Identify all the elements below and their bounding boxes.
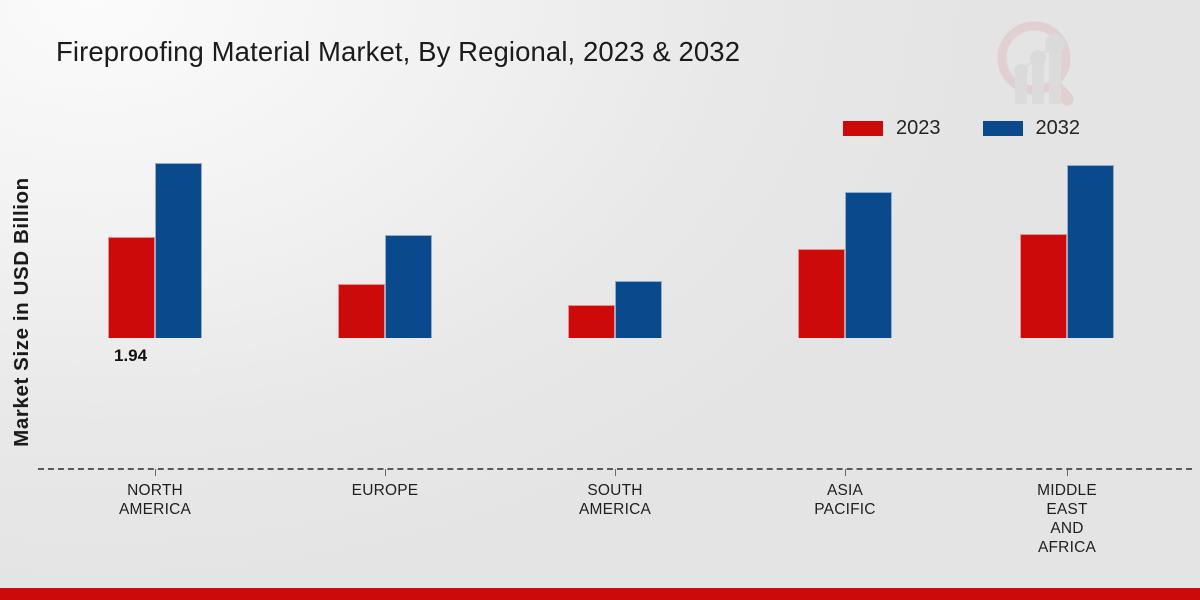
- x-axis-category-label: NORTH AMERICA: [65, 481, 245, 519]
- x-axis-tick: [385, 469, 386, 476]
- legend-swatch-2023: [843, 120, 883, 136]
- x-axis-category-label: ASIA PACIFIC: [755, 481, 935, 519]
- category-line: MIDDLE: [1037, 482, 1097, 499]
- legend-item-2023[interactable]: 2023: [843, 118, 941, 138]
- category-line: EUROPE: [351, 482, 419, 499]
- category-line: AMERICA: [578, 501, 652, 518]
- category-line: EAST: [1046, 501, 1088, 518]
- category-line: AMERICA: [118, 501, 192, 518]
- legend-label-2032: 2032: [1035, 117, 1081, 139]
- bar-2032[interactable]: [385, 235, 432, 338]
- bar-2032[interactable]: [615, 281, 662, 338]
- x-axis-tick: [1067, 469, 1068, 476]
- x-axis-tick: [155, 469, 156, 476]
- category-line: ASIA: [826, 482, 864, 499]
- bar-2032[interactable]: [155, 163, 202, 338]
- category-line: PACIFIC: [814, 501, 876, 518]
- bar-2023[interactable]: [568, 305, 615, 338]
- x-axis-category-label: SOUTH AMERICA: [525, 481, 705, 519]
- x-axis-tick: [845, 469, 846, 476]
- bottom-accent-strip: [0, 588, 1200, 600]
- category-line: SOUTH: [587, 482, 643, 499]
- legend-item-2032[interactable]: 2032: [982, 117, 1081, 139]
- page-title: Fireproofing Material Market, By Regiona…: [56, 36, 741, 67]
- bar-2032[interactable]: [845, 192, 892, 338]
- x-axis-tick: [615, 469, 616, 476]
- bar-2032[interactable]: [1067, 165, 1114, 338]
- legend-label-2023: 2023: [896, 117, 941, 139]
- bar-2023[interactable]: [798, 249, 845, 338]
- legend-swatch-2032: [982, 120, 1023, 136]
- x-axis-category-label: MIDDLE EAST AND AFRICA: [977, 481, 1157, 557]
- bar-2023[interactable]: [108, 237, 155, 338]
- bar-2023[interactable]: [338, 284, 385, 338]
- x-axis-category-label: EUROPE: [295, 481, 475, 500]
- chart-legend: 2023 2032: [843, 118, 1080, 138]
- category-line: AFRICA: [1037, 539, 1097, 556]
- bar-value-label: 1.94: [114, 346, 148, 365]
- bar-2023[interactable]: [1020, 234, 1067, 338]
- category-line: AND: [1050, 520, 1084, 537]
- category-line: NORTH: [127, 482, 183, 499]
